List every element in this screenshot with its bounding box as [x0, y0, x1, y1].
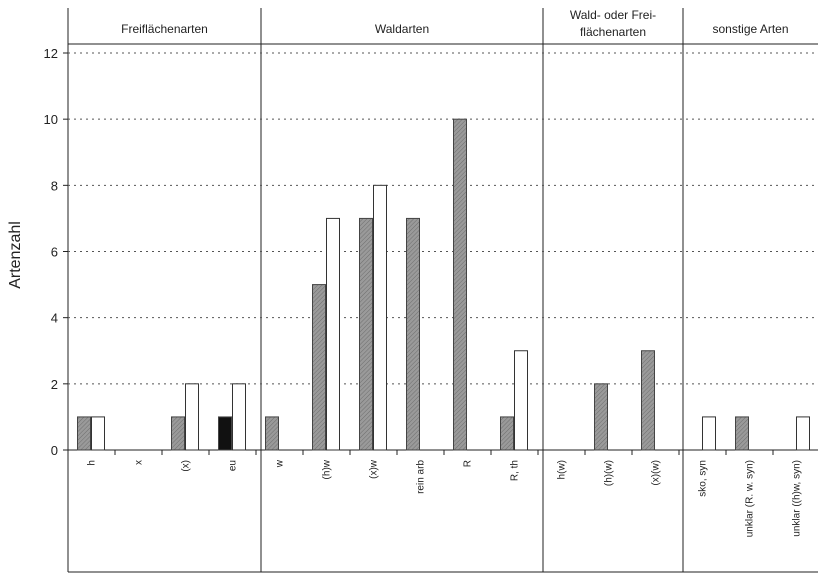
bar-series1 [359, 217, 373, 451]
bar-series1 [77, 416, 91, 451]
group-label: sonstige Arten [712, 22, 788, 36]
bar-series1 [500, 416, 514, 451]
bar-series1 [453, 118, 467, 451]
y-tick-label: 2 [51, 377, 58, 392]
group-label: Waldarten [375, 22, 429, 36]
y-tick-label: 12 [44, 46, 58, 61]
category-label: R, th [510, 460, 521, 481]
bar-series1 [265, 416, 279, 451]
bar-series1 [171, 416, 185, 451]
bar-series2 [796, 416, 810, 451]
category-label: h(w) [557, 460, 568, 479]
group-label: flächenarten [580, 25, 646, 39]
category-label: sko, syn [698, 460, 709, 497]
category-label: (x) [181, 460, 192, 472]
category-label: w [275, 459, 286, 468]
category-label: rein arb [416, 460, 427, 494]
category-label: h [87, 460, 98, 466]
group-label: Freiflächenarten [121, 22, 208, 36]
y-tick-label: 4 [51, 311, 58, 326]
bar-series2 [326, 217, 340, 451]
bar-series2 [91, 416, 105, 451]
bar-series1 [218, 416, 232, 451]
bar-series1 [594, 383, 608, 451]
y-tick-label: 8 [51, 178, 58, 193]
category-label: x [134, 460, 145, 465]
bar-series2 [373, 184, 387, 451]
group-label: Wald- oder Frei- [570, 8, 656, 22]
category-label: (h)w [322, 459, 333, 479]
bar-series1 [735, 416, 749, 451]
bar-series1 [312, 284, 326, 451]
category-label: (h)(w) [604, 460, 615, 486]
category-label: unklar ((h)w, syn) [792, 460, 803, 537]
category-label: (x)(w) [651, 460, 662, 486]
y-axis-label: Artenzahl [7, 221, 24, 289]
bar-series2 [185, 383, 199, 451]
y-tick-label: 0 [51, 443, 58, 458]
category-label: R [463, 460, 474, 467]
bar-series1 [641, 350, 655, 451]
bar-series2 [702, 416, 716, 451]
bar-series2 [514, 350, 528, 451]
y-tick-label: 10 [44, 112, 58, 127]
y-tick-label: 6 [51, 245, 58, 260]
category-label: (x)w [369, 459, 380, 479]
category-label: unklar (R. w. syn) [745, 460, 756, 537]
bar-series1 [406, 217, 420, 451]
category-label: eu [228, 460, 239, 471]
bar-series2 [232, 383, 246, 451]
